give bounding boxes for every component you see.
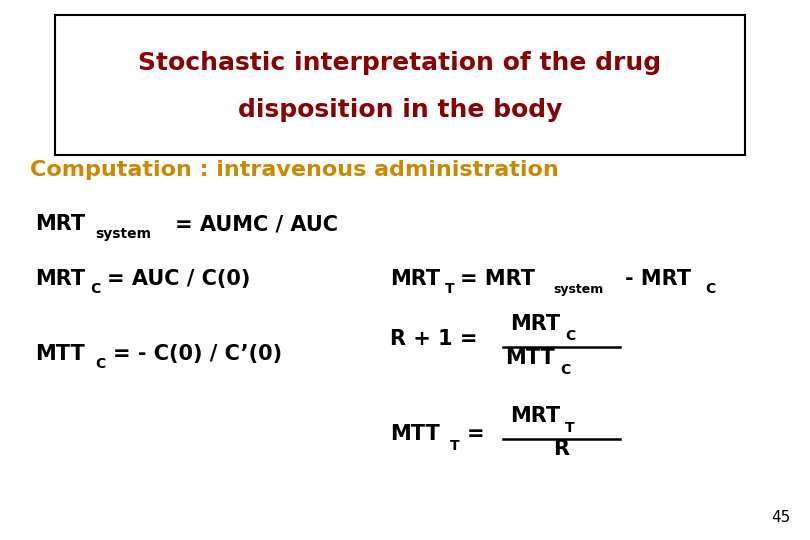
Text: disposition in the body: disposition in the body: [238, 98, 562, 122]
Text: C: C: [560, 363, 570, 377]
Text: system: system: [553, 283, 603, 296]
Text: MTT: MTT: [35, 344, 85, 364]
Text: MRT: MRT: [35, 214, 85, 234]
FancyBboxPatch shape: [55, 15, 745, 155]
Text: MRT: MRT: [390, 269, 440, 289]
Text: C: C: [565, 329, 575, 343]
Text: = - C(0) / C’(0): = - C(0) / C’(0): [113, 344, 282, 364]
Text: T: T: [565, 421, 574, 435]
Text: C: C: [705, 282, 715, 296]
Text: 45: 45: [771, 510, 790, 525]
Text: Computation : intravenous administration: Computation : intravenous administration: [30, 160, 559, 180]
Text: T: T: [445, 282, 454, 296]
Text: MTT: MTT: [390, 424, 440, 444]
Text: MRT: MRT: [35, 269, 85, 289]
Text: = AUMC / AUC: = AUMC / AUC: [175, 214, 338, 234]
Text: =: =: [467, 424, 484, 444]
Text: R + 1 =: R + 1 =: [390, 329, 478, 349]
Text: = AUC / C(0): = AUC / C(0): [107, 269, 250, 289]
Text: R: R: [553, 439, 569, 459]
Text: Stochastic interpretation of the drug: Stochastic interpretation of the drug: [139, 51, 662, 75]
Text: - MRT: - MRT: [625, 269, 691, 289]
Text: = MRT: = MRT: [460, 269, 535, 289]
Text: C: C: [90, 282, 100, 296]
Text: C: C: [95, 357, 105, 371]
Text: T: T: [450, 439, 459, 453]
Text: system: system: [95, 227, 151, 241]
Text: MRT: MRT: [510, 314, 561, 334]
Text: MTT: MTT: [505, 348, 555, 368]
Text: MRT: MRT: [510, 406, 561, 426]
